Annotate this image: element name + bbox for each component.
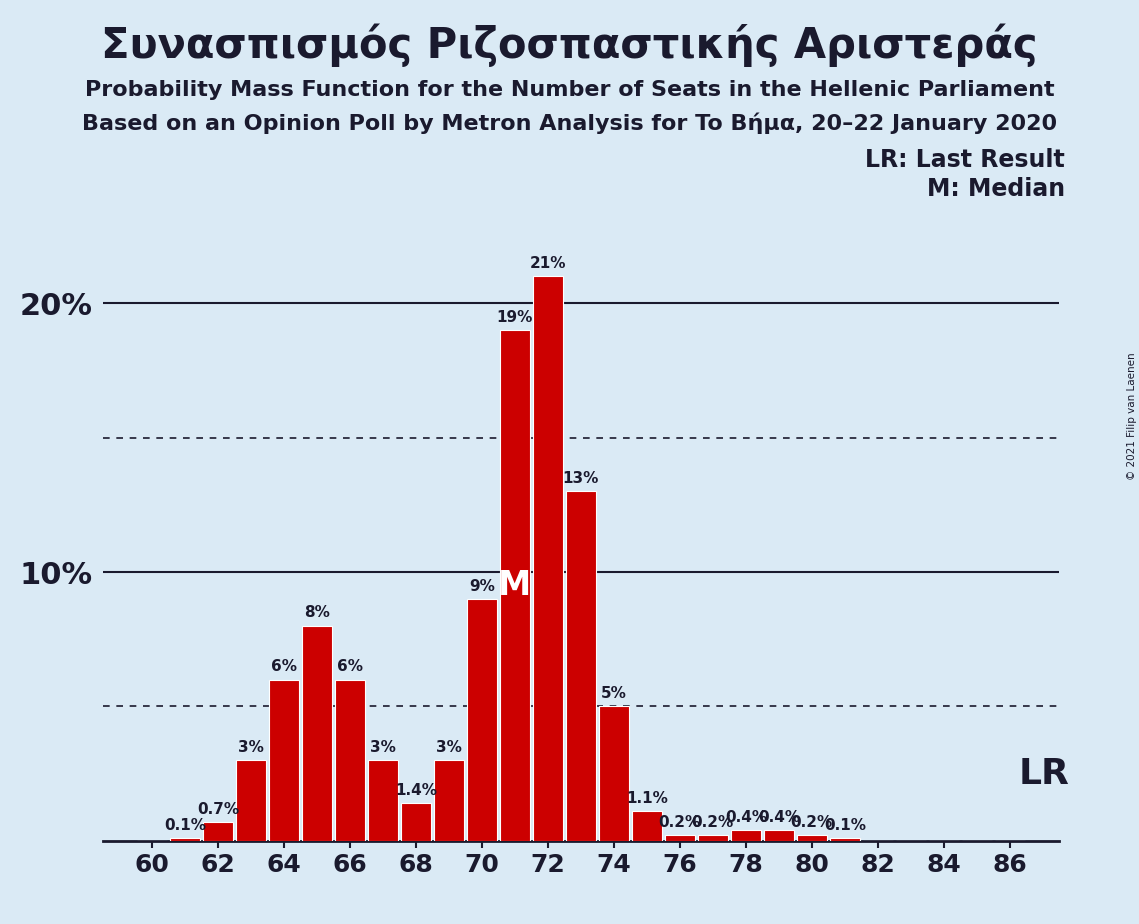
Bar bbox=[302, 626, 333, 841]
Bar bbox=[566, 492, 596, 841]
Bar bbox=[698, 835, 728, 841]
Bar bbox=[599, 707, 629, 841]
Bar bbox=[401, 803, 431, 841]
Bar bbox=[731, 830, 761, 841]
Text: 0.4%: 0.4% bbox=[724, 809, 767, 825]
Text: 0.1%: 0.1% bbox=[823, 818, 866, 833]
Text: Probability Mass Function for the Number of Seats in the Hellenic Parliament: Probability Mass Function for the Number… bbox=[84, 80, 1055, 101]
Bar bbox=[335, 679, 366, 841]
Text: 0.2%: 0.2% bbox=[691, 815, 734, 830]
Text: 0.7%: 0.7% bbox=[197, 802, 239, 817]
Text: 0.2%: 0.2% bbox=[790, 815, 833, 830]
Text: 3%: 3% bbox=[238, 740, 264, 755]
Text: © 2021 Filip van Laenen: © 2021 Filip van Laenen bbox=[1126, 352, 1137, 480]
Bar bbox=[763, 830, 794, 841]
Text: M: M bbox=[498, 569, 532, 602]
Bar bbox=[829, 838, 860, 841]
Bar bbox=[632, 811, 662, 841]
Text: 1.1%: 1.1% bbox=[626, 791, 667, 806]
Text: 21%: 21% bbox=[530, 256, 566, 271]
Text: 6%: 6% bbox=[271, 659, 297, 675]
Bar bbox=[796, 835, 827, 841]
Text: 3%: 3% bbox=[370, 740, 396, 755]
Text: 1.4%: 1.4% bbox=[395, 783, 437, 797]
Bar bbox=[467, 599, 497, 841]
Bar bbox=[533, 276, 563, 841]
Bar bbox=[236, 760, 267, 841]
Text: 6%: 6% bbox=[337, 659, 363, 675]
Text: 0.4%: 0.4% bbox=[757, 809, 800, 825]
Text: 3%: 3% bbox=[436, 740, 461, 755]
Bar bbox=[170, 838, 200, 841]
Bar bbox=[500, 330, 530, 841]
Text: LR: LR bbox=[1018, 757, 1070, 791]
Text: M: Median: M: Median bbox=[927, 177, 1065, 201]
Text: 5%: 5% bbox=[601, 686, 626, 701]
Text: 19%: 19% bbox=[497, 310, 533, 324]
Text: LR: Last Result: LR: Last Result bbox=[866, 148, 1065, 172]
Text: Based on an Opinion Poll by Metron Analysis for To Βήμα, 20–22 January 2020: Based on an Opinion Poll by Metron Analy… bbox=[82, 113, 1057, 134]
Bar bbox=[203, 822, 233, 841]
Text: 13%: 13% bbox=[563, 471, 599, 486]
Text: 0.1%: 0.1% bbox=[164, 818, 206, 833]
Text: 8%: 8% bbox=[304, 605, 330, 620]
Bar bbox=[434, 760, 464, 841]
Bar bbox=[368, 760, 399, 841]
Bar bbox=[269, 679, 300, 841]
Bar bbox=[665, 835, 695, 841]
Text: 0.2%: 0.2% bbox=[658, 815, 700, 830]
Text: Συνασπισμός Ριζοσπαστικής Αριστεράς: Συνασπισμός Ριζοσπαστικής Αριστεράς bbox=[101, 23, 1038, 67]
Text: 9%: 9% bbox=[469, 578, 494, 593]
